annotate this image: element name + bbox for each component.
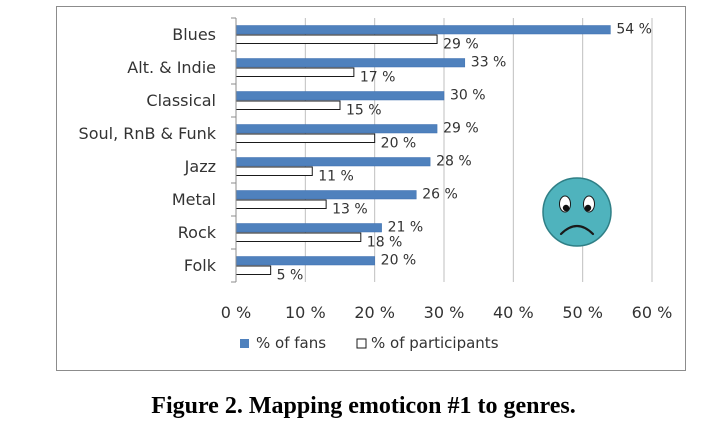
frown-mouth (559, 224, 595, 236)
legend-swatch-participants (356, 338, 367, 349)
participants-data-label: 18 % (367, 235, 403, 251)
fans-bar (235, 91, 445, 101)
category-label: Blues (172, 25, 216, 44)
x-tick-label: 30 % (424, 303, 465, 322)
participants-bar (235, 199, 327, 209)
participants-data-label: 17 % (360, 70, 396, 86)
fans-bar (235, 256, 375, 266)
participants-bar (235, 67, 355, 77)
category-label: Folk (184, 256, 217, 275)
participants-data-label: 15 % (346, 103, 382, 119)
category-label: Jazz (184, 157, 216, 176)
legend-label-fans: % of fans (256, 334, 326, 352)
x-tick-label: 10 % (285, 303, 326, 322)
legend: % of fans % of participants (240, 334, 499, 352)
category-label: Metal (172, 190, 216, 209)
x-tick-label: 0 % (221, 303, 251, 322)
face-circle (542, 177, 612, 247)
category-label: Soul, RnB & Funk (79, 124, 217, 143)
fans-bar (235, 157, 431, 167)
x-tick-label: 20 % (354, 303, 395, 322)
participants-data-label: 20 % (381, 136, 417, 152)
x-tick-label: 40 % (493, 303, 534, 322)
fans-bar (235, 124, 438, 134)
bar-chart: 0 % 10 % 20 % 30 % 40 % 50 % 60 % Blues 54 % 29 %… (79, 17, 673, 352)
fans-data-label: 30 % (450, 88, 486, 104)
participants-bar (235, 34, 438, 44)
fans-bar (235, 25, 611, 35)
fans-data-label: 26 % (422, 187, 458, 203)
participants-bar (235, 265, 272, 275)
participants-bar (235, 166, 313, 176)
labels: 0 % 10 % 20 % 30 % 40 % 50 % 60 % Blues 54 % 29 %… (79, 22, 673, 323)
axes (231, 17, 237, 283)
legend-swatch-fans (240, 339, 249, 348)
fans-bar (235, 58, 466, 68)
participants-data-label: 5 % (277, 268, 304, 284)
participants-bar (235, 100, 341, 110)
legend-label-participants: % of participants (371, 334, 499, 352)
sad-face-icon (542, 177, 612, 247)
left-pupil (562, 204, 570, 212)
fans-data-label: 54 % (616, 22, 652, 38)
category-label: Classical (146, 91, 216, 110)
right-pupil (584, 204, 592, 212)
fans-bar (235, 190, 417, 200)
fans-bar (235, 223, 382, 233)
participants-data-label: 11 % (318, 169, 354, 185)
fans-data-label: 28 % (436, 154, 472, 170)
fans-data-label: 29 % (443, 121, 479, 137)
category-label: Rock (178, 223, 217, 242)
fans-data-label: 21 % (388, 220, 424, 236)
fans-data-label: 33 % (471, 55, 507, 71)
participants-data-label: 29 % (443, 37, 479, 53)
fans-data-label: 20 % (381, 253, 417, 269)
category-label: Alt. & Indie (127, 58, 216, 77)
figure-caption: Figure 2. Mapping emoticon #1 to genres. (151, 393, 576, 419)
x-tick-label: 60 % (632, 303, 673, 322)
participants-data-label: 13 % (332, 202, 368, 218)
participants-bar (235, 232, 362, 242)
participants-bar (235, 133, 376, 143)
x-tick-label: 50 % (562, 303, 603, 322)
